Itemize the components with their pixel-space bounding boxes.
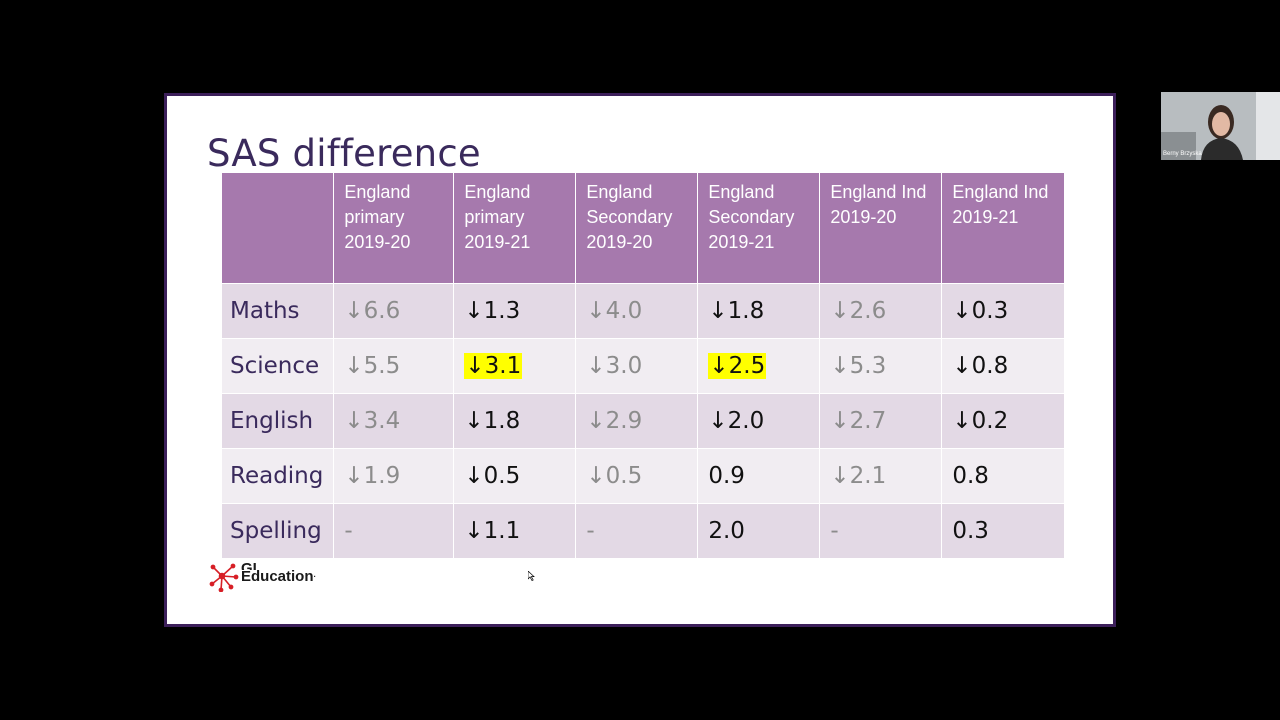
- table-cell: ↓0.5: [453, 447, 576, 503]
- table-cell: -: [575, 502, 698, 558]
- table-cell: ↓2.0: [697, 392, 820, 448]
- table-cell: -: [819, 502, 942, 558]
- table-cell: 0.9: [697, 447, 820, 503]
- column-header: England primary 2019-20: [333, 173, 454, 283]
- row-label: Spelling: [220, 502, 334, 558]
- slide-title: SAS difference: [207, 132, 481, 175]
- table-cell: ↓2.7: [819, 392, 942, 448]
- table-cell: ↓1.8: [697, 282, 820, 338]
- table-cell: ↓6.6: [333, 282, 454, 338]
- table-row: Spelling - ↓1.1 - 2.0 - 0.3: [220, 502, 1064, 558]
- table-cell: ↓0.5: [575, 447, 698, 503]
- table-header-row: England primary 2019-20 England primary …: [221, 173, 1064, 283]
- table-cell: ↓0.3: [941, 282, 1064, 338]
- table-cell: ↓5.5: [333, 337, 454, 393]
- highlighted-cell: ↓3.1: [453, 337, 576, 393]
- table-cell: ↓1.8: [453, 392, 576, 448]
- participant-video-icon: [1161, 92, 1280, 160]
- table-cell: ↓4.0: [575, 282, 698, 338]
- column-header: England Secondary 2019-20: [575, 173, 698, 283]
- table-cell: ↓1.9: [333, 447, 454, 503]
- gl-education-logo: GL Education·: [209, 562, 329, 594]
- table-cell: 0.8: [941, 447, 1064, 503]
- slide: SAS difference England primary 2019-20 E…: [164, 93, 1116, 627]
- table-cell: ↓3.4: [333, 392, 454, 448]
- sas-table: England primary 2019-20 England primary …: [220, 173, 1064, 558]
- mouse-cursor-icon: [528, 571, 535, 581]
- highlight-mark: ↓3.1: [464, 352, 523, 379]
- table-row: Maths ↓6.6 ↓1.3 ↓4.0 ↓1.8 ↓2.6 ↓0.3: [220, 282, 1064, 338]
- table-cell: 2.0: [697, 502, 820, 558]
- logo-education: Education: [241, 568, 314, 585]
- table-cell: ↓3.0: [575, 337, 698, 393]
- highlight-mark: ↓2.5: [708, 352, 767, 379]
- table-row: Science ↓5.5 ↓3.1 ↓3.0 ↓2.5 ↓5.3 ↓0.8: [220, 337, 1064, 393]
- column-header: England Ind 2019-20: [819, 173, 942, 283]
- table-cell: ↓0.8: [941, 337, 1064, 393]
- column-header: England Secondary 2019-21: [697, 173, 820, 283]
- row-label: Maths: [220, 282, 334, 338]
- molecule-logo-icon: [209, 563, 239, 592]
- table-cell: 0.3: [941, 502, 1064, 558]
- column-header: England Ind 2019-21: [941, 173, 1064, 283]
- table-cell: ↓2.1: [819, 447, 942, 503]
- table-cell: ↓5.3: [819, 337, 942, 393]
- column-header: [221, 173, 334, 283]
- column-header: England primary 2019-21: [453, 173, 576, 283]
- webcam-thumbnail[interactable]: Berny Brzyska: [1161, 92, 1280, 160]
- participant-name: Berny Brzyska: [1163, 151, 1202, 157]
- table-cell: ↓2.9: [575, 392, 698, 448]
- table-cell: ↓2.6: [819, 282, 942, 338]
- table-row: Reading ↓1.9 ↓0.5 ↓0.5 0.9 ↓2.1 0.8: [220, 447, 1064, 503]
- logo-gl: GL: [241, 562, 316, 570]
- row-label: Science: [220, 337, 334, 393]
- row-label: English: [220, 392, 334, 448]
- table-row: English ↓3.4 ↓1.8 ↓2.9 ↓2.0 ↓2.7 ↓0.2: [220, 392, 1064, 448]
- table-cell: ↓1.1: [453, 502, 576, 558]
- row-label: Reading: [220, 447, 334, 503]
- highlighted-cell: ↓2.5: [697, 337, 820, 393]
- table-cell: ↓0.2: [941, 392, 1064, 448]
- table-cell: ↓1.3: [453, 282, 576, 338]
- table-cell: -: [333, 502, 454, 558]
